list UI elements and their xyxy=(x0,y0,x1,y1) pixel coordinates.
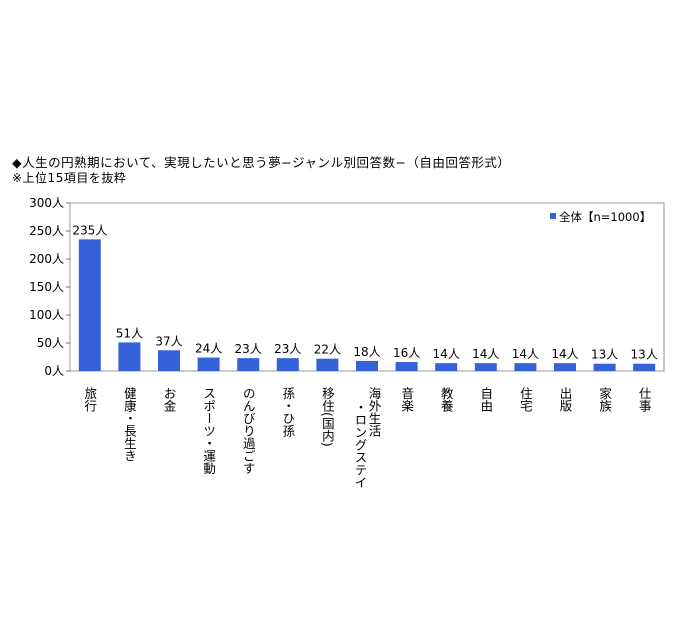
bar xyxy=(633,363,656,371)
legend: 全体【n=1000】 xyxy=(550,210,651,224)
y-tick-label: 150人 xyxy=(29,280,64,294)
bar xyxy=(593,363,616,371)
bar xyxy=(474,363,497,371)
category-label: 教養 xyxy=(439,386,454,413)
legend-label: 全体【n=1000】 xyxy=(559,210,651,224)
category-label: 出版 xyxy=(558,387,573,413)
y-tick-label: 300人 xyxy=(29,196,64,210)
category-label: 健康・長生き xyxy=(122,387,137,462)
data-label: 18人 xyxy=(353,345,380,359)
data-label: 22人 xyxy=(314,343,341,357)
category-label: 住宅 xyxy=(518,387,533,412)
category-label: 旅行 xyxy=(82,387,97,413)
category-label-line: お金 xyxy=(162,387,177,412)
category-label-line: 海外生活 xyxy=(367,386,382,437)
category-label-line: 仕事 xyxy=(637,387,652,412)
category-label: 自由 xyxy=(478,387,493,412)
category-label-line: ・ロングステイ xyxy=(353,401,368,489)
data-label: 14人 xyxy=(551,347,578,361)
bar xyxy=(158,350,180,371)
data-label: 235人 xyxy=(72,223,107,237)
data-label: 24人 xyxy=(195,342,222,356)
bar xyxy=(435,363,458,371)
category-label-line: 移住(国内) xyxy=(320,387,335,447)
y-axis: 0人 50人 100人 150人 200人 250人 300人 xyxy=(29,196,70,378)
category-label-line: スポーツ・運動 xyxy=(201,387,216,475)
category-label-line: 家族 xyxy=(597,386,612,413)
data-label: 14人 xyxy=(433,347,460,361)
data-label: 16人 xyxy=(393,346,420,360)
category-label: 音楽 xyxy=(399,386,414,412)
legend-marker xyxy=(550,213,556,219)
bar-series xyxy=(78,239,656,371)
bar xyxy=(554,363,576,371)
category-label: 家族 xyxy=(597,386,612,413)
category-label-line: 教養 xyxy=(439,386,454,413)
data-label: 13人 xyxy=(591,348,618,362)
category-label-line: 住宅 xyxy=(518,387,533,412)
bar xyxy=(316,358,339,371)
x-axis-labels: 旅行 健康・長生き お金 スポーツ・運動 のんびり過ごす 孫・ひ孫 移住(国内) ・ロングステ… xyxy=(82,386,651,489)
category-label-line: 孫・ひ孫 xyxy=(280,387,295,437)
bar xyxy=(514,363,537,371)
data-label: 14人 xyxy=(512,347,539,361)
y-tick-label: 50人 xyxy=(37,336,64,350)
y-tick-label: 100人 xyxy=(29,308,64,322)
category-label: ・ロングステイ 海外生活 xyxy=(353,386,382,489)
category-label-line: 自由 xyxy=(478,387,493,412)
bar xyxy=(395,362,418,371)
bar xyxy=(276,358,299,371)
category-label: 移住(国内) xyxy=(320,387,335,447)
data-label: 37人 xyxy=(155,334,182,348)
bar xyxy=(78,239,101,371)
chart-subtitle: ※上位15項目を抜粋 xyxy=(12,171,127,185)
data-label: 23人 xyxy=(274,342,301,356)
bar xyxy=(197,357,220,371)
bar xyxy=(356,360,378,371)
category-label: 孫・ひ孫 xyxy=(280,387,295,437)
category-label-line: 旅行 xyxy=(82,387,97,413)
category-label-line: のんびり過ごす xyxy=(241,387,256,475)
data-labels: 235人 51人 37人 24人 23人 23人 22人 18人 16人 14人 14人 14人 14人… xyxy=(72,223,657,361)
data-label: 14人 xyxy=(472,347,499,361)
y-tick-label: 0人 xyxy=(44,364,64,378)
category-label: お金 xyxy=(162,387,177,412)
data-label: 23人 xyxy=(235,342,262,356)
bar xyxy=(237,358,260,371)
category-label: スポーツ・運動 xyxy=(201,387,216,475)
bar xyxy=(118,342,141,371)
category-label-line: 健康・長生き xyxy=(122,387,137,462)
data-label: 51人 xyxy=(116,326,143,340)
chart-title: ◆人生の円熟期において、実現したいと思う夢−ジャンル別回答数−（自由回答形式） xyxy=(12,155,511,170)
y-tick-label: 250人 xyxy=(29,224,64,238)
category-label-line: 音楽 xyxy=(399,386,414,412)
category-label-line: 出版 xyxy=(558,387,573,413)
category-label: のんびり過ごす xyxy=(241,387,256,475)
y-tick-label: 200人 xyxy=(29,252,64,266)
data-label: 13人 xyxy=(631,348,658,362)
category-label: 仕事 xyxy=(637,387,652,412)
